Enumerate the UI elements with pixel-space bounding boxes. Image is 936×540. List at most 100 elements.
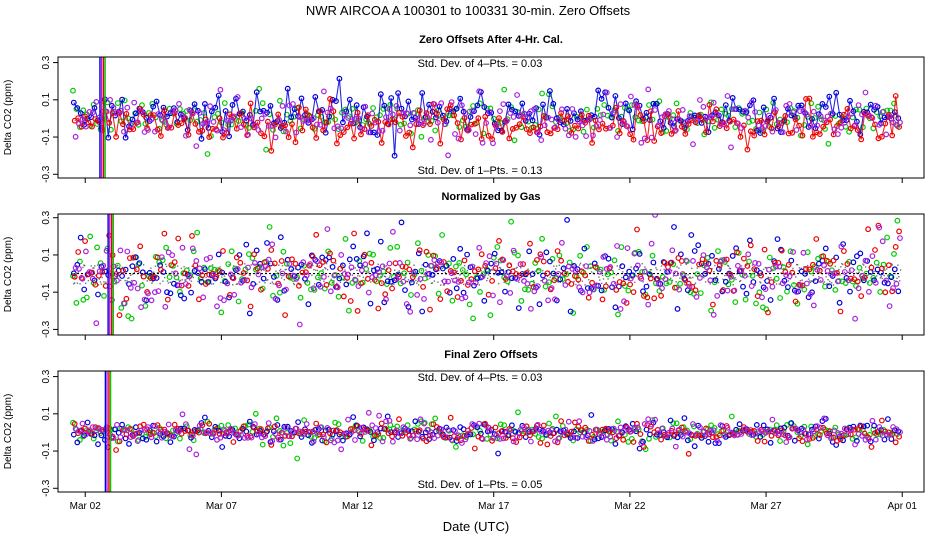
data-point — [244, 277, 251, 284]
data-point — [523, 270, 530, 277]
data-point — [703, 264, 710, 271]
data-point — [889, 132, 896, 139]
data-point — [439, 232, 446, 238]
data-point — [340, 293, 347, 300]
data-point — [289, 256, 295, 263]
data-point — [558, 257, 564, 264]
data-point — [338, 251, 345, 258]
data-point — [847, 288, 853, 295]
data-point — [289, 121, 295, 127]
data-point — [779, 431, 786, 438]
data-point — [107, 126, 114, 133]
data-point — [773, 275, 780, 282]
band-point — [142, 281, 144, 284]
band-point — [796, 264, 799, 266]
data-point — [396, 416, 402, 423]
data-point — [779, 280, 786, 287]
data-point — [448, 99, 455, 105]
data-point — [429, 272, 436, 278]
data-point — [212, 104, 219, 111]
data-point — [427, 306, 433, 313]
band-point — [93, 267, 95, 269]
band-point — [607, 278, 609, 280]
data-point — [766, 428, 772, 435]
data-point — [110, 104, 117, 111]
data-point — [650, 100, 657, 107]
x-tick-label: Mar 27 — [750, 501, 782, 512]
band-point — [824, 266, 826, 268]
data-point — [603, 436, 610, 443]
band-point — [313, 268, 315, 271]
band-point — [507, 263, 509, 266]
data-point — [493, 432, 500, 439]
data-point — [418, 267, 425, 274]
data-point — [202, 281, 209, 287]
data-point — [307, 261, 314, 268]
data-point — [275, 111, 282, 118]
band-point — [239, 283, 241, 285]
data-point — [555, 435, 562, 442]
data-point — [445, 152, 452, 159]
data-point — [444, 106, 451, 112]
band-point — [146, 280, 148, 282]
data-point — [317, 121, 324, 128]
data-point — [241, 115, 248, 122]
data-point — [769, 128, 776, 135]
data-point — [216, 431, 223, 437]
data-point — [691, 248, 698, 254]
data-point — [137, 243, 144, 250]
band-point — [858, 271, 860, 273]
data-point — [682, 277, 689, 284]
data-point — [787, 248, 794, 255]
data-point — [176, 100, 182, 107]
data-point — [346, 256, 353, 263]
band-point — [451, 278, 453, 280]
data-point — [584, 106, 590, 113]
data-point — [438, 259, 445, 266]
data-point — [130, 126, 137, 133]
data-point — [207, 430, 214, 437]
band-point — [516, 266, 518, 269]
data-point — [581, 245, 588, 252]
band-point — [847, 271, 849, 273]
data-point — [616, 115, 622, 121]
data-point — [672, 127, 679, 134]
band-point — [624, 273, 626, 275]
data-point — [737, 133, 744, 140]
data-point — [290, 272, 296, 279]
band-point — [515, 267, 517, 269]
band-point — [899, 269, 902, 271]
data-point — [696, 261, 702, 268]
data-point — [728, 273, 734, 280]
data-point — [619, 263, 626, 270]
data-point — [603, 283, 609, 290]
band-point — [499, 267, 502, 269]
band-point — [324, 267, 326, 269]
data-point — [475, 266, 482, 273]
data-point — [378, 139, 385, 146]
data-point — [561, 117, 568, 124]
data-point — [334, 140, 340, 147]
data-point — [777, 438, 783, 444]
data-point — [403, 427, 410, 433]
data-point — [457, 245, 464, 252]
data-point — [278, 123, 285, 130]
band-point — [627, 279, 630, 281]
data-point — [462, 110, 469, 117]
data-point — [678, 123, 685, 130]
data-point — [819, 100, 826, 107]
data-point — [266, 224, 273, 230]
data-point — [641, 118, 647, 124]
band-point — [602, 278, 605, 280]
data-point — [445, 427, 452, 433]
band-point — [899, 280, 901, 282]
band-point — [98, 278, 101, 280]
band-point — [337, 277, 340, 279]
data-point — [113, 133, 119, 140]
band-point — [284, 269, 286, 271]
data-point — [612, 304, 619, 311]
data-point — [665, 111, 671, 118]
band-point — [188, 267, 190, 269]
data-point — [390, 228, 396, 235]
data-point — [353, 102, 360, 109]
